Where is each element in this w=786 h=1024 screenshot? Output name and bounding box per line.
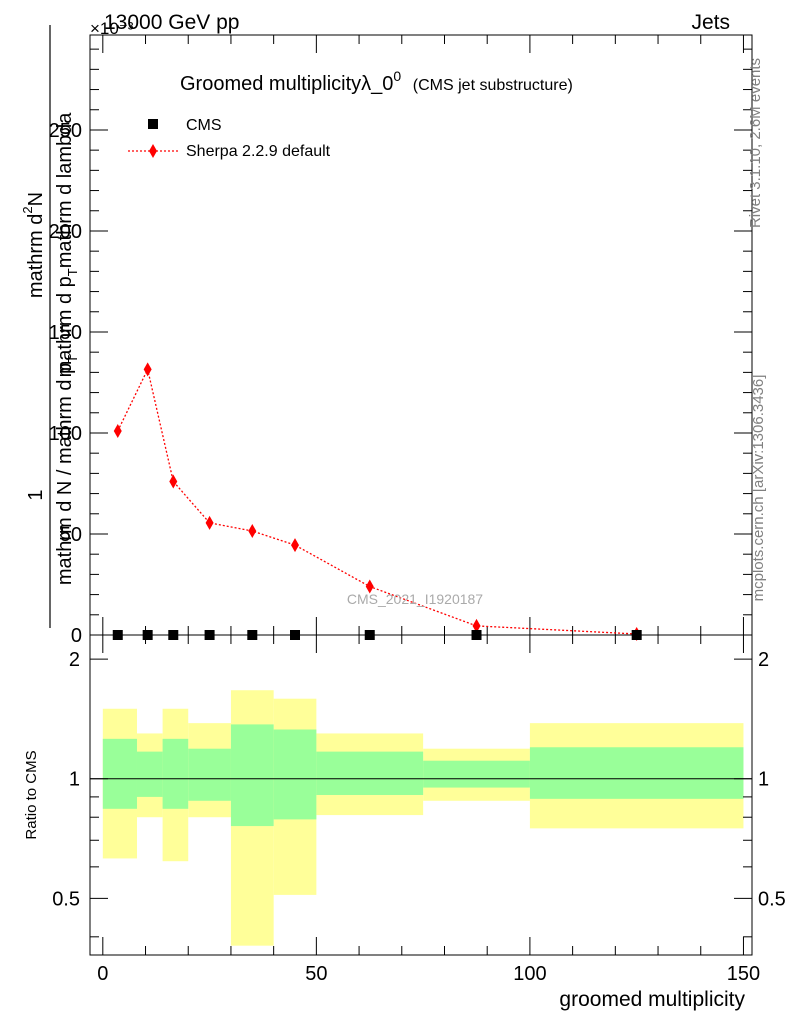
header-right: Jets xyxy=(691,11,730,34)
y-label-denominator-b: mathrm d lambda xyxy=(54,112,76,268)
y-label-denominator-a: mathrm d p xyxy=(54,276,76,377)
ratio-plot-frame xyxy=(89,634,753,956)
y-label-numerator-b: N xyxy=(25,192,47,206)
main-y-tick-label: 200 xyxy=(49,221,82,243)
x-tick-label: 0 xyxy=(97,963,108,985)
ratio-y-tick-label-right: 2 xyxy=(758,649,769,671)
main-y-tick-label: 0 xyxy=(71,625,82,647)
y-label-denominator-sub: T xyxy=(65,268,80,276)
ratio-inner-band xyxy=(273,729,317,820)
sherpa-point xyxy=(472,618,481,633)
y-label-fraction-num: 1 xyxy=(25,489,47,500)
ratio-y-axis-label: Ratio to CMS xyxy=(23,750,40,839)
y-label-fraction-den-sub: T xyxy=(65,355,80,363)
header-left: 13000 GeV pp xyxy=(104,11,239,34)
sherpa-line xyxy=(117,367,637,635)
rivet-label: Rivet 3.1.10, 2.6M events xyxy=(747,58,764,228)
ratio-bands xyxy=(102,690,744,946)
legend-cms-marker xyxy=(148,119,158,129)
main-y-tick-label: 50 xyxy=(60,524,82,546)
y-label-fraction-den-a: mathrm d N / mathrm d p xyxy=(54,363,76,585)
y-label-denominator: mathrm d pTmathrm d lambda xyxy=(54,112,80,378)
sherpa-point xyxy=(248,523,257,538)
ratio-inner-band xyxy=(136,751,163,797)
x-tick-label: 50 xyxy=(305,963,327,985)
main-y-axis-label: mathrm d2N mathrm d pTmathrm d lambda 1 … xyxy=(20,25,80,628)
ratio-y-tick-label-left: 1 xyxy=(69,769,80,791)
x-tick-label: 100 xyxy=(513,963,546,985)
y-label-numerator-sup: 2 xyxy=(20,206,35,213)
header-exponent: ×10⁻³ xyxy=(90,19,134,38)
main-y-tick-label: 100 xyxy=(49,423,82,445)
main-y-axis: 0 50 100 150 200 250 xyxy=(49,35,752,647)
ratio-y-tick-label-left: 0.5 xyxy=(52,888,80,910)
ratio-inner-band xyxy=(162,738,189,809)
x-tick-label: 150 xyxy=(727,963,760,985)
ratio-y-tick-label-right: 1 xyxy=(758,769,769,791)
ratio-y-axis: 0.5 0.5 1 1 2 2 xyxy=(52,649,786,938)
legend-cms-label: CMS xyxy=(186,117,222,134)
x-axis-label: groomed multiplicity xyxy=(559,988,745,1011)
legend-sherpa-label: Sherpa 2.2.9 default xyxy=(186,143,331,160)
main-title-text: Groomed multiplicityλ_0 xyxy=(180,73,393,95)
sherpa-point xyxy=(365,579,374,594)
sherpa-point xyxy=(205,515,214,530)
watermark: CMS_2021_I1920187 xyxy=(347,591,483,607)
sherpa-point xyxy=(169,474,178,489)
ratio-inner-band xyxy=(529,747,744,799)
ratio-inner-band xyxy=(316,751,424,795)
ratio-inner-band xyxy=(188,748,231,801)
ratio-inner-band xyxy=(423,760,530,788)
main-y-tick-label: 250 xyxy=(49,120,82,142)
mcplots-label: mcplots.cern.ch [arXiv:1306.3436] xyxy=(750,375,767,602)
sherpa-point xyxy=(113,423,122,438)
sherpa-point xyxy=(291,538,300,553)
main-y-tick-label: 150 xyxy=(49,322,82,344)
legend-sherpa-marker xyxy=(149,144,157,158)
main-subtitle: (CMS jet substructure) xyxy=(413,77,573,94)
ratio-inner-band xyxy=(102,738,137,809)
y-label-numerator: mathrm d2N xyxy=(20,192,47,298)
main-title-superscript: 0 xyxy=(393,68,401,84)
ratio-y-tick-label-right: 0.5 xyxy=(758,888,786,910)
y-label-numerator-a: mathrm d xyxy=(25,214,47,298)
ratio-panel: 0.5 0.5 1 1 2 2 0 50 100 150 Ratio to CMS groome… xyxy=(23,634,786,1011)
legend: CMS Sherpa 2.2.9 default xyxy=(128,117,331,160)
ratio-inner-band xyxy=(230,724,274,827)
ratio-y-tick-label-left: 2 xyxy=(69,649,80,671)
x-axis: 0 50 100 150 xyxy=(97,635,760,985)
main-title: Groomed multiplicityλ_00 (CMS jet substr… xyxy=(180,64,573,95)
sherpa-point xyxy=(143,362,152,377)
y-label-fraction-den: mathrm d N / mathrm d pT xyxy=(54,355,80,585)
